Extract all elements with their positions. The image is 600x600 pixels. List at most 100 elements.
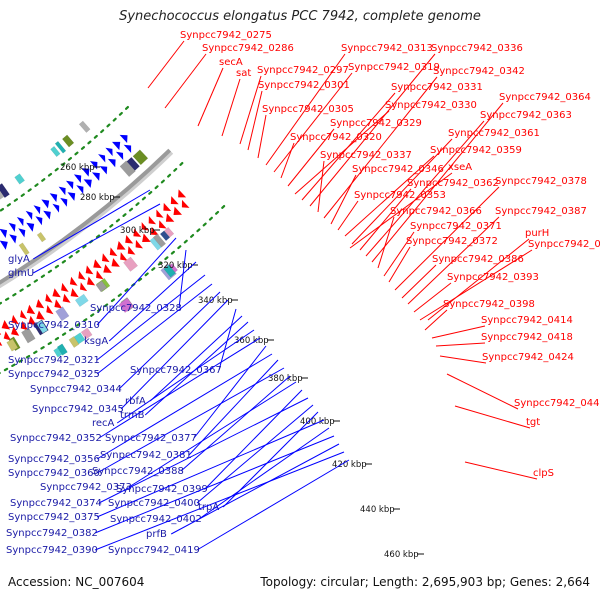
forward-gene-label: Synpcc7942_0386 — [432, 254, 524, 265]
reverse-gene-arrow — [8, 222, 16, 232]
forward-gene-label: Synpcc7942_0372 — [406, 236, 498, 247]
forward-leader-line — [164, 53, 207, 109]
forward-gene-label: Synpcc7942_0442 — [514, 398, 600, 409]
forward-gene-arrow — [45, 293, 53, 303]
reverse-gene-label: Synpcc7942_0382 — [6, 528, 98, 539]
forward-gene-arrow — [61, 282, 69, 292]
reverse-gene-arrow — [112, 141, 121, 151]
reverse-leader-line — [193, 345, 267, 439]
forward-gene-label: Synpcc7942_0371 — [410, 221, 502, 232]
reverse-gene-label: Synpcc7942_0375 — [8, 512, 100, 523]
forward-leader-line — [337, 200, 359, 231]
forward-gene-label: Synpcc7942_0359 — [430, 145, 522, 156]
feature-block — [50, 146, 61, 157]
forward-gene-arrow — [170, 196, 179, 205]
forward-gene-label: Synpcc7942_0398 — [443, 299, 535, 310]
forward-gene-arrow — [26, 304, 36, 315]
reverse-leader-line — [32, 203, 161, 274]
forward-gene-label: Synpcc7942_0361 — [448, 128, 540, 139]
backbone-ring — [0, 148, 172, 285]
reverse-gene-arrow — [0, 240, 8, 250]
forward-gene-label: Synpcc7942_0297 — [257, 65, 349, 76]
reverse-leader-line — [108, 261, 197, 342]
forward-gene-arrow — [36, 299, 45, 309]
forward-gene-arrow — [69, 276, 78, 286]
forward-leader-line — [247, 90, 263, 151]
forward-gene-label: Synpcc7942_0364 — [499, 92, 591, 103]
forward-gene-label: sat — [236, 68, 251, 79]
feature-block — [159, 230, 171, 242]
reverse-gene-arrow — [107, 158, 116, 168]
feature-block — [119, 160, 136, 178]
reverse-gene-label: Synpcc7942_0377 — [105, 433, 197, 444]
forward-gene-label: Synpcc7942_0275 — [180, 30, 272, 41]
reverse-gene-label: Synpcc7942_0400 — [108, 498, 200, 509]
forward-leader-line — [280, 142, 295, 179]
reverse-gene-arrow — [26, 222, 35, 232]
forward-gene-arrow — [159, 220, 167, 229]
reverse-leader-line — [198, 427, 330, 520]
forward-gene-label: Synpcc7942_0366 — [390, 206, 482, 217]
reverse-gene-label: Synpcc7942_0381 — [100, 450, 192, 461]
forward-gene-arrow — [11, 326, 20, 336]
reverse-leader-line — [222, 411, 319, 508]
forward-leader-line — [147, 40, 185, 89]
forward-gene-arrow — [0, 332, 2, 335]
feature-block — [36, 231, 47, 243]
ring-group — [0, 106, 226, 375]
feature-block — [74, 293, 89, 307]
map-title: Synechococcus elongatus PCC 7942, comple… — [119, 9, 481, 24]
forward-gene-label: Synpcc7942_0330 — [385, 100, 477, 111]
forward-leader-line — [221, 78, 241, 137]
forward-gene-arrow — [46, 305, 54, 315]
feature-block — [132, 149, 149, 166]
tick-group: 260 kbp 280 kbp 300 kbp 320 kbp 340 kbp 360 k… — [60, 163, 424, 560]
forward-leader-line — [309, 53, 436, 207]
forward-gene-label: Synpcc7942_0414 — [481, 315, 573, 326]
reverse-leader-line — [96, 283, 213, 375]
forward-leader-line — [424, 309, 448, 331]
tick-label: 320 kbp — [158, 261, 193, 271]
forward-gene-arrow — [20, 309, 27, 320]
reverse-gene-label: Synpcc7942_0325 — [8, 369, 100, 380]
forward-leader-line — [431, 325, 486, 339]
feature-block — [6, 338, 19, 352]
reverse-leader-line — [204, 389, 303, 490]
forward-gene-arrow — [28, 315, 37, 326]
reverse-leader-line — [120, 299, 229, 410]
reverse-leader-line — [96, 274, 206, 361]
forward-gene-label: Synpcc7942_0319 — [348, 62, 440, 73]
forward-gene-arrow — [163, 202, 172, 211]
forward-gene-arrow — [156, 209, 164, 218]
forward-leader-line — [349, 172, 453, 249]
forward-leader-line — [301, 92, 396, 201]
feature-block — [56, 343, 68, 356]
reverse-gene-arrow — [49, 193, 58, 203]
reverse-gene-arrow — [25, 210, 33, 220]
tick-label: 360 kbp — [234, 336, 269, 346]
reverse-gene-label: Synpcc7942_0374 — [10, 498, 102, 509]
feature-block — [14, 173, 25, 185]
tick-label: 260 kbp — [60, 163, 95, 173]
forward-gene-label: Synpcc7942_0305 — [262, 104, 354, 115]
forward-gene-label: secA — [219, 57, 243, 68]
forward-gene-arrow — [87, 276, 96, 286]
forward-gene-arrow — [54, 299, 63, 309]
forward-leader-line — [359, 188, 412, 251]
reverse-leader-line — [98, 397, 309, 504]
reverse-gene-label: trpA — [198, 502, 219, 513]
forward-gene-arrow — [133, 228, 142, 237]
reverse-gene-label: Synpcc7942_0321 — [8, 355, 100, 366]
reverse-gene-arrow — [66, 180, 74, 190]
reverse-gene-label: glyA — [8, 254, 30, 265]
feature-block — [78, 120, 91, 133]
feature-block — [163, 264, 176, 278]
feature-block — [164, 227, 175, 238]
reverse-gene-arrow — [35, 216, 43, 226]
forward-gene-label: Synpcc7942_0393 — [447, 272, 539, 283]
feature-block — [95, 280, 108, 293]
reverse-gene-arrow — [16, 217, 24, 227]
feature-block — [123, 256, 138, 272]
